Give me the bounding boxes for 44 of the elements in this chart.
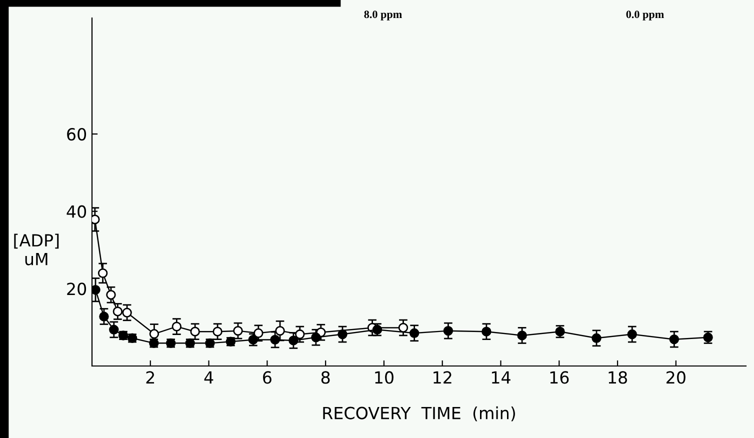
point	[254, 328, 264, 338]
y-axis-title: [ADP] uM	[14, 234, 59, 266]
point	[443, 326, 454, 336]
x-tick-label: 4	[204, 371, 214, 384]
point	[627, 329, 637, 340]
point	[109, 324, 119, 335]
y-tick-label: 20	[67, 282, 86, 296]
point	[295, 329, 305, 340]
point	[592, 333, 602, 344]
point	[190, 326, 200, 336]
point	[311, 332, 321, 342]
y-tick-label: 40	[66, 205, 86, 218]
point	[398, 322, 408, 333]
point	[669, 334, 680, 344]
point	[409, 328, 420, 338]
point	[212, 326, 222, 336]
point	[482, 326, 492, 336]
x-tick-label: 16	[550, 371, 569, 384]
point	[92, 284, 100, 295]
point	[99, 312, 109, 322]
y-tick-label: 60	[67, 128, 86, 141]
x-tick-label: 2	[146, 371, 154, 384]
point	[106, 290, 116, 300]
x-tick-label: 6	[263, 371, 272, 384]
x-tick-label: 20	[666, 371, 686, 384]
x-axis-title: RECOVERY TIME (min)	[323, 406, 515, 422]
x-tick-label: 14	[492, 371, 510, 384]
x-tick-label: 8	[321, 371, 330, 384]
point	[270, 334, 280, 345]
x-tick-label: 10	[375, 371, 394, 384]
point	[112, 306, 123, 316]
point	[122, 308, 132, 318]
annotation: 0.0 ppm	[626, 10, 664, 20]
point	[98, 268, 108, 278]
point	[288, 336, 298, 346]
annotation: 8.0 ppm	[364, 10, 402, 20]
point	[233, 326, 243, 336]
x-tick-label: 12	[434, 371, 452, 384]
point	[172, 322, 182, 332]
point	[275, 326, 285, 336]
point	[338, 329, 348, 340]
point	[149, 329, 160, 339]
point	[517, 330, 527, 340]
x-tick-label: 18	[608, 371, 627, 384]
